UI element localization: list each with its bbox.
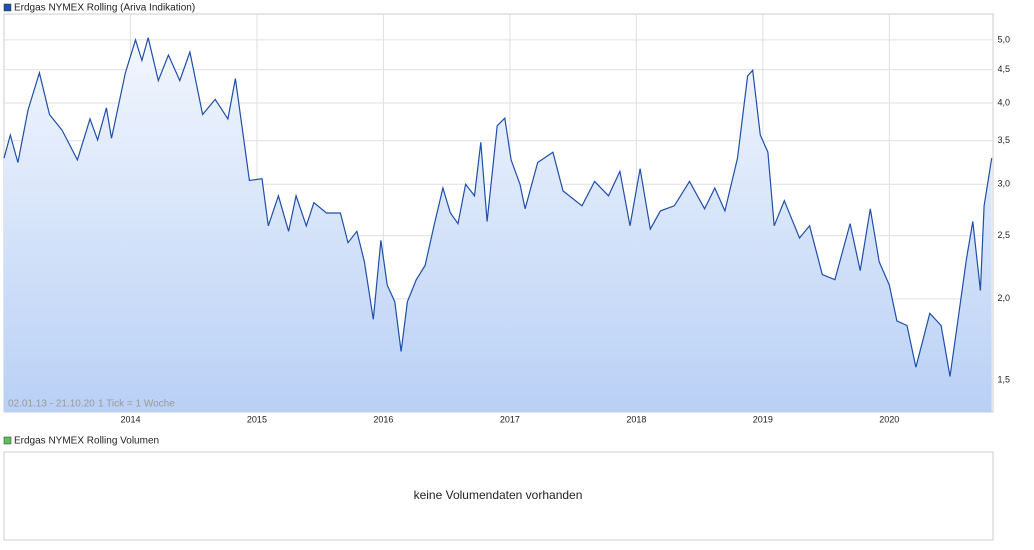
y-tick-label: 5,0 <box>997 34 1010 44</box>
x-tick-label: 2019 <box>753 414 773 424</box>
tick-note: 1 Tick = 1 Woche <box>98 399 175 410</box>
x-tick-label: 2016 <box>373 414 393 424</box>
legend-swatch <box>3 436 12 445</box>
y-tick-label: 4,5 <box>997 64 1010 74</box>
y-tick-label: 3,0 <box>997 179 1010 189</box>
y-tick-label: 1,5 <box>997 375 1010 385</box>
y-tick-label: 2,5 <box>997 230 1010 240</box>
chart-title: Erdgas NYMEX Rolling (Ariva Indikation) <box>14 3 195 14</box>
x-tick-label: 2020 <box>879 414 899 424</box>
y-tick-label: 2,0 <box>997 293 1010 303</box>
x-tick-label: 2015 <box>247 414 267 424</box>
area-fill <box>4 37 992 412</box>
y-tick-label: 4,0 <box>997 97 1010 107</box>
x-tick-label: 2017 <box>500 414 520 424</box>
legend-swatch <box>3 3 12 12</box>
x-tick-label: 2014 <box>120 414 140 424</box>
price-line <box>3 37 993 377</box>
y-tick-label: 3,5 <box>997 135 1010 145</box>
volume-frame <box>3 451 994 541</box>
date-range: 02.01.13 - 21.10.20 <box>8 399 95 410</box>
x-tick-label: 2018 <box>626 414 646 424</box>
volume-title: Erdgas NYMEX Rolling Volumen <box>14 436 159 447</box>
empty-message: keine Volumendaten vorhanden <box>414 488 583 502</box>
